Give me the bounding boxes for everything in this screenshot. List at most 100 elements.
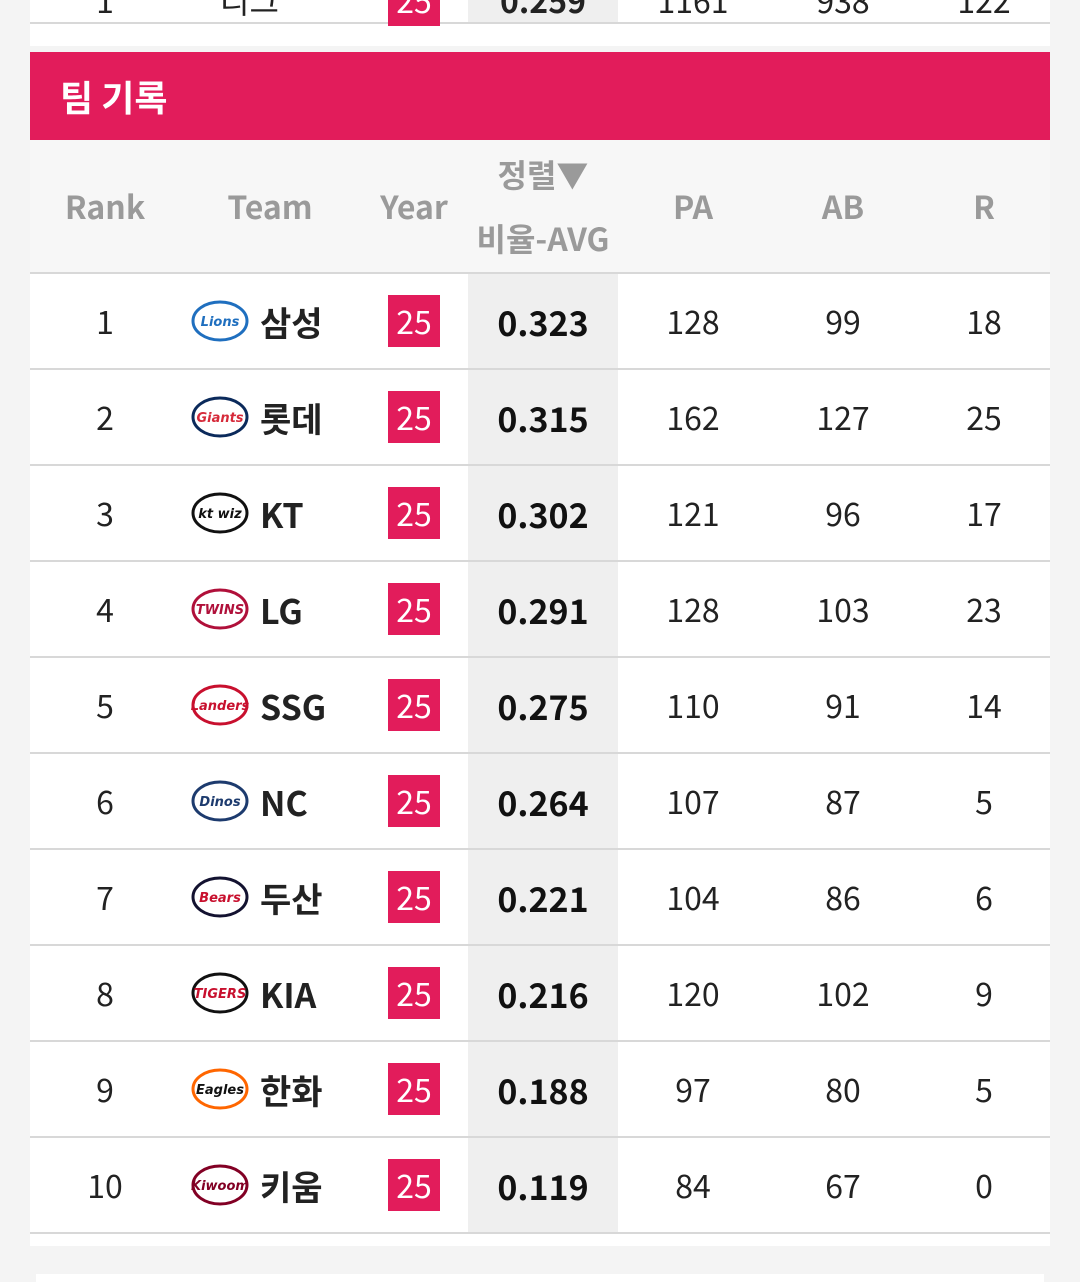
year-badge[interactable]: 25 xyxy=(388,487,440,539)
avg-cell: 0.275 xyxy=(468,658,618,752)
ab-value: 86 xyxy=(825,874,861,920)
rank-value: 9 xyxy=(96,1066,114,1112)
team-cell[interactable]: Eagles 한화 xyxy=(180,1042,360,1136)
ab-value: 102 xyxy=(816,970,870,1016)
logo-wordmark: Bears xyxy=(199,891,241,906)
table-row[interactable]: 5 Landers SSG 25 0.275 110 91 14 xyxy=(30,658,1050,754)
rank-value: 8 xyxy=(96,970,114,1016)
avg-value: 0.188 xyxy=(497,1064,589,1114)
year-badge[interactable]: 25 xyxy=(388,391,440,443)
rank-value: 4 xyxy=(96,586,114,632)
ab-cell: 80 xyxy=(768,1042,918,1136)
team-cell[interactable]: kt wiz KT xyxy=(180,466,360,560)
table-row[interactable]: 8 TIGERS KIA 25 0.216 120 102 9 xyxy=(30,946,1050,1042)
league-avg: 0.259 xyxy=(468,0,618,23)
team-cell[interactable]: Bears 두산 xyxy=(180,850,360,944)
rank-cell: 6 xyxy=(30,754,180,848)
team-name[interactable]: LG xyxy=(260,584,303,634)
pa-cell: 84 xyxy=(618,1138,768,1232)
year-badge[interactable]: 25 xyxy=(388,583,440,635)
logo-wordmark: Giants xyxy=(196,411,243,426)
team-cell[interactable]: TIGERS KIA xyxy=(180,946,360,1040)
league-row: 1 리그 25 0.259 1161 938 122 xyxy=(30,0,1050,26)
team-name[interactable]: 롯데 xyxy=(260,392,323,442)
avg-value: 0.291 xyxy=(497,584,589,634)
table-row[interactable]: 2 Giants 롯데 25 0.315 162 127 25 xyxy=(30,370,1050,466)
team-cell[interactable]: TWINS LG xyxy=(180,562,360,656)
rank-cell: 3 xyxy=(30,466,180,560)
eagles-logo: Eagles xyxy=(191,1068,249,1110)
sort-indicator[interactable]: 정렬▼ xyxy=(497,151,589,197)
team-name[interactable]: SSG xyxy=(260,680,327,730)
year-badge[interactable]: 25 xyxy=(388,1063,440,1115)
avg-value: 0.275 xyxy=(497,680,589,730)
year-badge[interactable]: 25 xyxy=(388,0,440,26)
rank-cell: 1 xyxy=(30,274,180,368)
pa-cell: 104 xyxy=(618,850,768,944)
year-badge[interactable]: 25 xyxy=(388,871,440,923)
league-summary-card: 1 리그 25 0.259 1161 938 122 xyxy=(30,0,1050,46)
header-avg-label[interactable]: 비율-AVG xyxy=(476,215,610,261)
pa-value: 120 xyxy=(666,970,720,1016)
table-row[interactable]: 7 Bears 두산 25 0.221 104 86 6 xyxy=(30,850,1050,946)
team-name[interactable]: 키움 xyxy=(260,1160,323,1210)
r-value: 14 xyxy=(966,682,1002,728)
table-row[interactable]: 10 Kiwoom 키움 25 0.119 84 67 0 xyxy=(30,1138,1050,1234)
avg-value: 0.302 xyxy=(497,488,589,538)
pa-value: 128 xyxy=(666,298,720,344)
league-rank: 1 xyxy=(96,0,114,23)
next-card xyxy=(36,1274,1044,1282)
league-year: 25 xyxy=(360,0,468,26)
team-name[interactable]: 한화 xyxy=(260,1064,323,1114)
r-value: 23 xyxy=(966,586,1002,632)
table-row[interactable]: 3 kt wiz KT 25 0.302 121 96 17 xyxy=(30,466,1050,562)
team-cell[interactable]: Kiwoom 키움 xyxy=(180,1138,360,1232)
year-badge[interactable]: 25 xyxy=(388,775,440,827)
header-avg-sort[interactable]: 정렬▼ 비율-AVG xyxy=(468,140,618,272)
table-row[interactable]: 6 Dinos NC 25 0.264 107 87 5 xyxy=(30,754,1050,850)
ab-value: 87 xyxy=(825,778,861,824)
team-name[interactable]: 삼성 xyxy=(260,296,323,346)
logo-wordmark: Landers xyxy=(191,699,250,714)
lions-logo: Lions xyxy=(191,300,249,342)
header-r[interactable]: R xyxy=(973,183,995,229)
avg-value: 0.221 xyxy=(497,872,589,922)
team-cell[interactable]: Lions 삼성 xyxy=(180,274,360,368)
pa-cell: 120 xyxy=(618,946,768,1040)
ab-value: 67 xyxy=(825,1162,861,1208)
logo-wordmark: Kiwoom xyxy=(191,1179,249,1194)
table-row[interactable]: 4 TWINS LG 25 0.291 128 103 23 xyxy=(30,562,1050,658)
team-name[interactable]: NC xyxy=(260,776,308,826)
team-cell[interactable]: Dinos NC xyxy=(180,754,360,848)
table-row[interactable]: 9 Eagles 한화 25 0.188 97 80 5 xyxy=(30,1042,1050,1138)
team-cell[interactable]: Landers SSG xyxy=(180,658,360,752)
pa-value: 84 xyxy=(675,1162,711,1208)
r-value: 17 xyxy=(966,490,1002,536)
year-badge[interactable]: 25 xyxy=(388,967,440,1019)
rank-value: 1 xyxy=(96,298,114,344)
team-name[interactable]: 두산 xyxy=(260,872,323,922)
header-pa[interactable]: PA xyxy=(672,183,714,229)
header-team[interactable]: Team xyxy=(227,183,313,229)
team-cell[interactable]: Giants 롯데 xyxy=(180,370,360,464)
league-team-label: 리그 xyxy=(220,0,279,23)
team-name[interactable]: KT xyxy=(260,488,304,538)
year-badge[interactable]: 25 xyxy=(388,295,440,347)
pa-value: 97 xyxy=(675,1066,711,1112)
year-badge[interactable]: 25 xyxy=(388,1159,440,1211)
year-cell: 25 xyxy=(360,370,468,464)
rank-cell: 2 xyxy=(30,370,180,464)
r-value: 0 xyxy=(975,1162,993,1208)
logo-wordmark: kt wiz xyxy=(198,507,242,522)
header-year[interactable]: Year xyxy=(380,183,448,229)
r-cell: 17 xyxy=(918,466,1050,560)
ktwiz-logo: kt wiz xyxy=(191,492,249,534)
r-value: 5 xyxy=(975,778,993,824)
table-body: 1 Lions 삼성 25 0.323 128 99 18 2 Giants 롯… xyxy=(30,274,1050,1234)
header-rank[interactable]: Rank xyxy=(64,183,146,229)
table-row[interactable]: 1 Lions 삼성 25 0.323 128 99 18 xyxy=(30,274,1050,370)
header-ab[interactable]: AB xyxy=(821,183,865,229)
year-badge[interactable]: 25 xyxy=(388,679,440,731)
pa-cell: 121 xyxy=(618,466,768,560)
team-name[interactable]: KIA xyxy=(260,968,317,1018)
